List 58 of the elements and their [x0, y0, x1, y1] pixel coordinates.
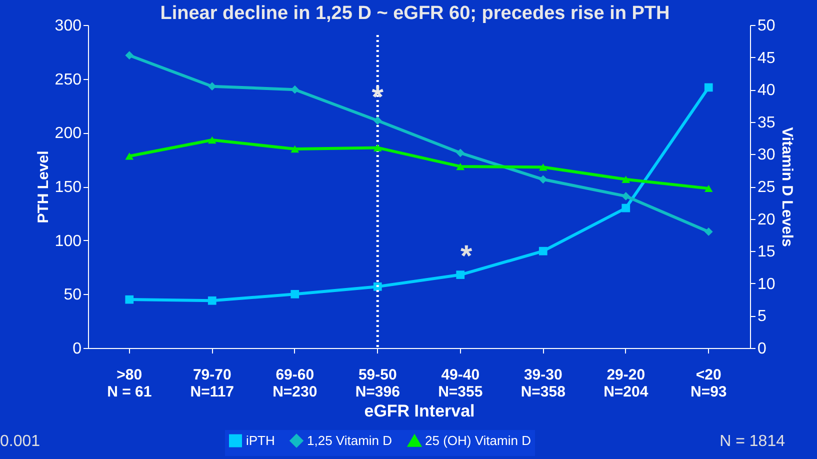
y2-tick-label: 10 — [758, 276, 776, 293]
y-tick-label: 0 — [72, 340, 82, 358]
x-tick-label: 69-60 N=230 — [272, 366, 318, 400]
x-tick-label: 59-50 N=396 — [355, 366, 400, 400]
point — [125, 152, 134, 160]
point — [208, 136, 216, 144]
point — [456, 162, 465, 170]
y2-axis-title: Vitamin D Levels — [778, 127, 796, 247]
y-tick-label: 150 — [54, 179, 82, 196]
legend-label: 25 (OH) Vitamin D — [425, 433, 531, 448]
text: 0.001 — [0, 433, 40, 450]
point — [290, 145, 300, 153]
point — [208, 296, 216, 305]
annotation: * — [372, 81, 384, 114]
point — [456, 270, 465, 279]
x-tick-label: >80 N = 61 — [107, 366, 152, 400]
legend-label: 1,25 Vitamin D — [307, 432, 392, 448]
y-tick-label: 200 — [54, 125, 82, 142]
y-tick-label: 250 — [54, 71, 82, 88]
x-tick-label: 29-20 N=204 — [604, 366, 649, 400]
x-tick-label: <20 N=93 — [690, 366, 727, 400]
point — [538, 175, 548, 184]
y2-tick-label: 35 — [758, 114, 776, 132]
chart-title: Linear decline in 1,25 D ~ eGFR 60; precedes rise in PTH — [160, 3, 670, 24]
y2-tick-label: 40 — [758, 82, 776, 100]
point — [290, 290, 300, 298]
y2-tick-label: 5 — [758, 308, 766, 326]
y-axis-title: PTH Level — [34, 150, 52, 224]
point — [456, 148, 465, 158]
y2-tick-label: 15 — [758, 244, 776, 261]
text: N = 1814 — [720, 433, 786, 450]
point — [622, 192, 630, 200]
point — [704, 83, 713, 92]
point — [538, 163, 548, 171]
x-tick-label: 49-40 N=355 — [438, 366, 483, 400]
x-tick-label: 39-30 N=358 — [520, 366, 566, 400]
y2-tick-label: 45 — [758, 50, 776, 67]
legend-label: iPTH — [246, 432, 275, 448]
point — [622, 176, 630, 184]
point — [125, 295, 134, 304]
y-tick-label: 50 — [64, 286, 82, 304]
y-tick-label: 100 — [54, 232, 82, 250]
point — [125, 51, 134, 60]
point — [622, 204, 630, 212]
point — [704, 228, 713, 236]
y2-tick-label: 20 — [758, 211, 776, 228]
y2-tick-label: 0 — [758, 340, 766, 358]
x-tick-label: 79-70 N=117 — [190, 366, 234, 400]
point — [373, 116, 382, 125]
y-tick-label: 300 — [54, 18, 82, 34]
x-axis-title: eGFR Interval — [364, 402, 475, 420]
point — [373, 144, 382, 152]
point — [704, 184, 713, 192]
y2-tick-label: 30 — [758, 146, 776, 164]
point — [538, 246, 548, 256]
y2-tick-label: 25 — [758, 179, 776, 196]
y2-tick-label: 50 — [758, 18, 776, 34]
annotation: * — [460, 240, 472, 273]
